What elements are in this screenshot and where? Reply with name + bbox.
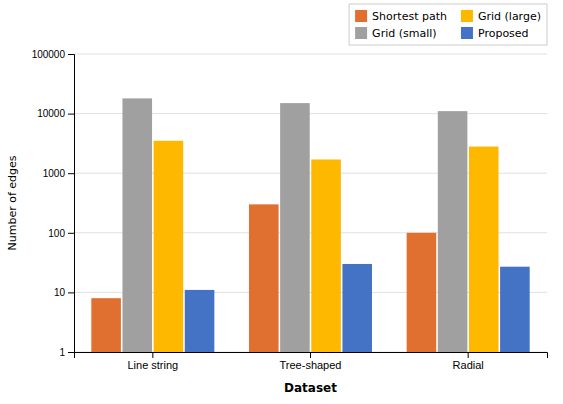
bar: [122, 98, 152, 352]
y-axis-title: Number of edges: [6, 155, 19, 250]
y-tick-mark: [68, 292, 74, 293]
bar: [438, 111, 468, 352]
bar: [249, 204, 279, 352]
y-tick-mark: [68, 352, 74, 353]
y-axis: 1 10 100 1000 10000 100000: [32, 49, 75, 358]
chart: 1 10 100 1000 10000 100000 Line string Tree-sha…: [0, 0, 563, 404]
y-tick-mark: [68, 114, 74, 115]
plot: 1 10 100 1000 10000 100000 Line string Tree-sha…: [32, 49, 548, 371]
x-tick-label: Tree-shaped: [280, 359, 342, 371]
bar: [469, 147, 499, 352]
bar: [154, 141, 184, 352]
bar: [342, 264, 372, 352]
legend-item: Grid (large): [461, 10, 541, 23]
legend-swatch: [355, 10, 367, 22]
x-tick: Radial: [453, 352, 484, 371]
y-tick: 1: [59, 347, 74, 358]
grid: [74, 54, 547, 352]
y-tick: 10: [54, 287, 74, 298]
bar: [500, 267, 530, 352]
x-tick-mark: [310, 352, 311, 358]
y-tick: 100000: [32, 49, 74, 60]
legend-item: Grid (small): [355, 27, 436, 40]
legend-label: Proposed: [478, 27, 529, 40]
y-axis-line: [68, 55, 75, 353]
x-axis: Line string Tree-shaped Radial: [75, 352, 548, 371]
bar: [185, 290, 215, 352]
legend-label: Grid (small): [372, 27, 436, 40]
x-tick: Line string: [127, 352, 178, 371]
y-tick: 100: [48, 228, 74, 239]
y-tick-label: 1000: [43, 168, 66, 179]
y-tick-label: 100000: [32, 49, 66, 60]
bar: [311, 159, 341, 352]
y-tick-label: 1: [59, 347, 65, 358]
y-tick: 10000: [37, 108, 74, 119]
y-tick-mark: [68, 54, 74, 55]
legend-frame: [349, 4, 547, 45]
legend-item: Proposed: [461, 27, 529, 40]
legend-swatch: [461, 27, 473, 39]
y-tick-mark: [68, 233, 74, 234]
bar: [280, 103, 310, 352]
legend-label: Shortest path: [372, 10, 447, 23]
x-tick-label: Line string: [127, 359, 178, 371]
y-tick-label: 10: [54, 287, 66, 298]
legend: Shortest path Grid (small) Grid (large) Pro…: [349, 4, 547, 45]
x-tick: Tree-shaped: [280, 352, 342, 371]
x-tick-mark: [152, 352, 153, 358]
legend-swatch: [461, 10, 473, 22]
x-tick-label: Radial: [453, 359, 484, 371]
legend-label: Grid (large): [478, 10, 541, 23]
bar-series: [122, 98, 467, 352]
x-tick-mark: [468, 352, 469, 358]
x-axis-line: [75, 353, 548, 359]
legend-item: Shortest path: [355, 10, 447, 23]
y-tick-label: 10000: [37, 108, 65, 119]
x-axis-title: Dataset: [284, 381, 337, 395]
bars: [91, 98, 529, 352]
grid-line: [74, 54, 547, 55]
legend-swatch: [355, 27, 367, 39]
y-tick: 1000: [43, 168, 74, 179]
y-tick-mark: [68, 173, 74, 174]
y-tick-label: 100: [48, 228, 65, 239]
bar-series: [185, 264, 530, 352]
bar: [91, 298, 121, 352]
bar-series: [154, 141, 499, 352]
bar: [407, 233, 437, 352]
